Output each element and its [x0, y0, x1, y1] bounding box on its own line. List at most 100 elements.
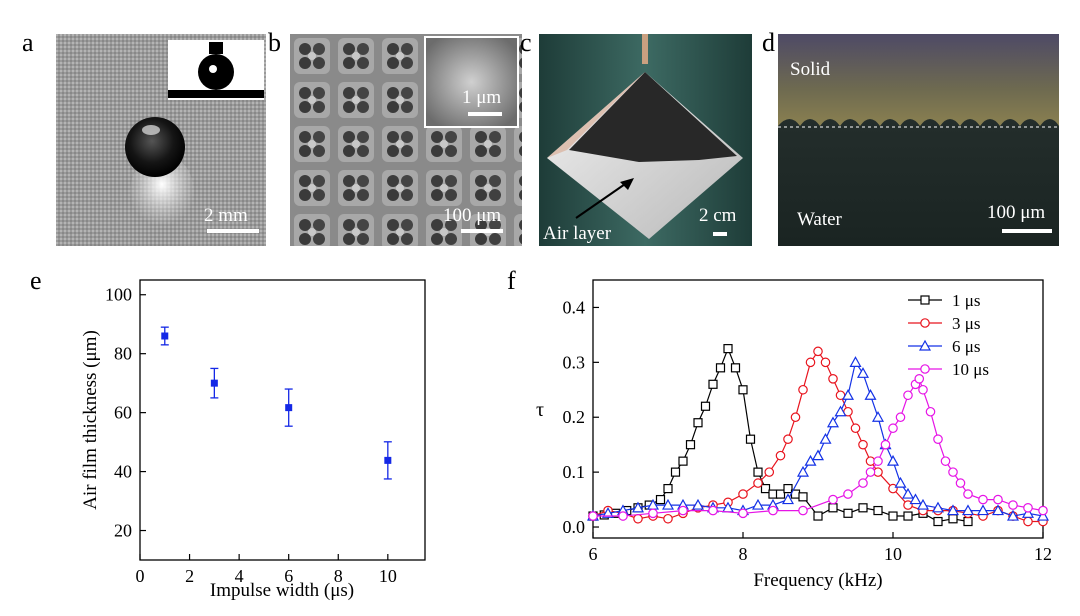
panel-a-scale-label: 2 mm — [204, 205, 248, 226]
x-tick-label: 8 — [739, 544, 748, 564]
data-point — [1023, 516, 1033, 527]
sem-micrograph — [290, 34, 522, 246]
data-point — [903, 511, 913, 521]
data-point — [685, 440, 696, 450]
data-point — [1038, 505, 1048, 516]
data-point — [790, 412, 801, 423]
data-point — [828, 374, 838, 384]
data-point — [1023, 503, 1033, 513]
chart-f-frame — [592, 279, 1044, 539]
panel-b-photo — [290, 34, 522, 246]
series-line — [592, 360, 1044, 517]
data-point — [850, 423, 861, 434]
data-point — [963, 489, 973, 499]
legend-label: 1 μs — [952, 291, 980, 310]
data-point — [210, 379, 218, 387]
data-point — [775, 489, 786, 499]
data-point — [828, 494, 838, 505]
data-point — [730, 363, 741, 373]
chart-f-legend: 1 μs 3 μs 6 μs 10 μs — [908, 291, 989, 379]
data-point — [1021, 507, 1035, 518]
data-point — [753, 467, 763, 477]
data-point — [873, 505, 883, 516]
data-point — [819, 432, 832, 444]
data-point — [768, 505, 778, 516]
data-point — [834, 405, 847, 417]
data-point — [858, 478, 868, 488]
panel-letter-c: c — [520, 28, 532, 57]
data-point — [633, 513, 643, 524]
data-point — [663, 513, 673, 524]
data-point — [955, 478, 966, 488]
data-point — [993, 494, 1003, 505]
panel-letter-f: f — [507, 266, 516, 295]
x-tick-label: 10 — [884, 544, 902, 564]
data-point — [798, 505, 808, 516]
x-tick-label: 10 — [379, 566, 397, 586]
chart-f-xlabel: Frequency (kHz) — [753, 570, 882, 591]
legend-marker — [920, 364, 930, 374]
data-point — [948, 467, 958, 477]
legend-marker — [920, 318, 930, 328]
data-point — [914, 374, 925, 384]
data-point — [858, 503, 868, 513]
data-point — [813, 511, 823, 521]
data-point — [783, 483, 793, 494]
data-point — [933, 516, 943, 527]
data-point — [873, 456, 883, 466]
data-point — [826, 416, 840, 428]
legend-label: 3 μs — [952, 314, 980, 333]
y-tick-label: 40 — [114, 462, 132, 482]
data-point — [918, 384, 928, 395]
data-point — [775, 450, 786, 461]
data-point — [903, 390, 913, 401]
panel-c-arrow — [575, 178, 634, 219]
legend-marker — [918, 339, 932, 351]
y-tick-label: 0.0 — [563, 517, 586, 537]
data-point — [764, 467, 775, 477]
data-point — [738, 385, 748, 395]
data-point — [991, 504, 1005, 516]
data-point — [880, 439, 891, 450]
panel-d-bottom-label: Water — [797, 209, 842, 230]
panel-b-scale-label: 100 μm — [443, 205, 502, 226]
x-tick-label: 2 — [185, 566, 194, 586]
data-point — [811, 449, 825, 461]
data-point — [661, 498, 675, 510]
data-point — [813, 346, 823, 357]
data-point — [946, 504, 960, 516]
panel-b-inset-scale-label: 1 μm — [462, 87, 502, 108]
panel-letter-e: e — [30, 266, 42, 295]
y-tick-label: 20 — [114, 521, 132, 541]
data-point — [753, 478, 763, 488]
panel-d-scale-label: 100 μm — [987, 202, 1046, 223]
chart-f-ylabel: τ — [536, 399, 544, 421]
panel-d-top-label: Solid — [790, 59, 831, 80]
data-point — [931, 501, 945, 513]
data-point — [768, 489, 778, 499]
y-tick-label: 0.2 — [563, 407, 586, 427]
x-tick-label: 0 — [136, 566, 145, 586]
data-point — [670, 467, 681, 477]
chart-e-ylabel: Air film thickness (μm) — [80, 330, 101, 510]
data-point — [781, 493, 795, 505]
panel-a-photo — [56, 34, 266, 246]
interface-photo — [778, 34, 1059, 246]
data-point — [745, 434, 756, 444]
data-point — [798, 384, 808, 395]
panel-a-scale-bar — [207, 229, 259, 233]
data-point — [1006, 509, 1020, 521]
y-tick-label: 100 — [105, 285, 132, 305]
data-point — [783, 434, 793, 444]
data-point — [723, 344, 733, 354]
data-point — [976, 504, 990, 516]
legend-label: 10 μs — [952, 360, 989, 379]
data-point — [285, 404, 293, 412]
data-point — [864, 389, 877, 400]
data-point — [888, 511, 898, 521]
panel-letter-d: d — [762, 28, 775, 57]
data-point — [796, 465, 810, 477]
data-point — [588, 511, 598, 521]
chart-e: Impulse width (μs) Air film thickness (μ… — [80, 279, 426, 601]
data-point — [978, 494, 988, 505]
